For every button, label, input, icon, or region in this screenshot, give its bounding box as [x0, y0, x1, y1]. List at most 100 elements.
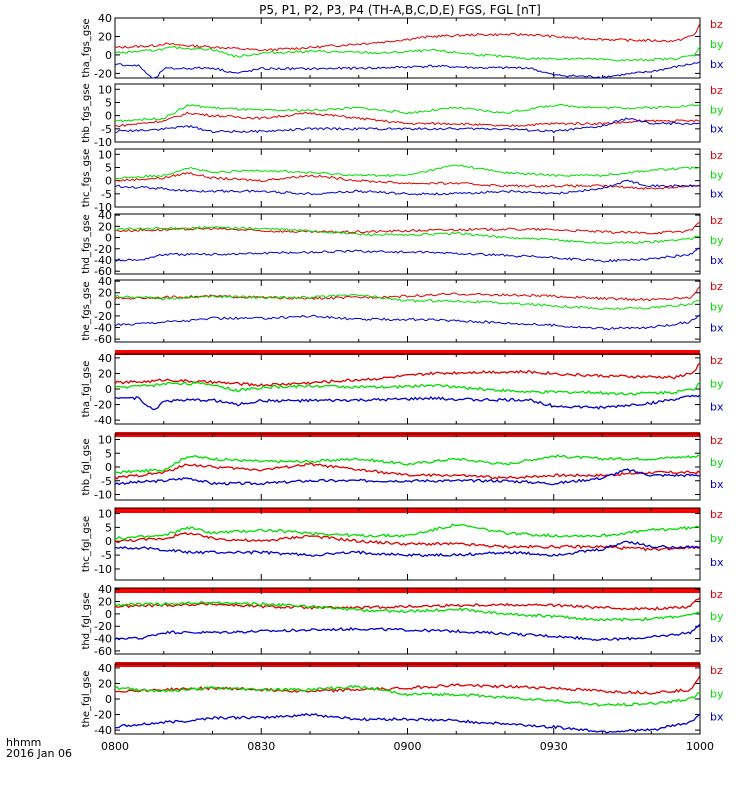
series-by-line: [114, 684, 701, 707]
legend-bz: bz: [710, 84, 723, 97]
series-by-line: [114, 45, 701, 62]
series-bx-line: [114, 314, 701, 331]
y-tick-label: 5: [105, 161, 112, 174]
y-tick-label: 10: [98, 508, 112, 521]
y-tick-label: 20: [98, 677, 112, 690]
y-axis-label: thd_fgl_gse: [81, 593, 92, 650]
legend-bx: bx: [710, 123, 724, 136]
y-axis-label: thd_fgs_gse: [81, 214, 92, 273]
y-tick-label: 0: [105, 535, 112, 548]
series-bx-line: [115, 247, 701, 263]
y-tick-label: 5: [105, 447, 112, 460]
y-tick-label: 0: [105, 298, 112, 311]
series-bz-line: [114, 23, 701, 52]
legend-bz: bz: [710, 588, 723, 601]
series-bz-line: [114, 111, 701, 128]
y-tick-label: 40: [98, 275, 112, 288]
legend-bx: bx: [710, 58, 724, 71]
legend-bx: bx: [710, 188, 724, 201]
y-tick-label: 5: [105, 96, 112, 109]
y-axis-label: the_fgs_gse: [81, 281, 92, 340]
series-bz-line: [114, 286, 701, 302]
y-tick-label: 0: [105, 175, 112, 188]
y-tick-label: 0: [105, 608, 112, 621]
series-bx-line: [114, 179, 701, 196]
legend-bz: bz: [710, 664, 723, 677]
legend-bz: bz: [710, 18, 723, 31]
y-tick-label: 0: [105, 110, 112, 123]
y-axis-label: thc_fgl_gse: [81, 516, 92, 572]
x-axis-label: hhmm: [6, 736, 41, 749]
legend-bx: bx: [710, 556, 724, 569]
y-tick-label: -10: [94, 136, 112, 149]
legend-bx: bx: [710, 321, 724, 334]
y-tick-label: -40: [94, 414, 112, 427]
panel-frame: [114, 83, 701, 143]
legend-bx: bx: [710, 478, 724, 491]
legend-by: by: [710, 377, 724, 390]
y-tick-label: -20: [94, 310, 112, 323]
series-bz-line: [114, 462, 701, 480]
y-tick-label: -60: [94, 333, 112, 346]
y-tick-label: -20: [94, 243, 112, 256]
legend-by: by: [710, 38, 724, 51]
legend-bz: bz: [710, 434, 723, 447]
series-bx-line: [114, 468, 701, 486]
y-axis-label: the_fgl_gse: [81, 671, 92, 728]
legend-by: by: [710, 456, 724, 469]
panel-frame: [114, 663, 701, 735]
y-tick-label: -40: [94, 724, 112, 737]
y-tick-label: 0: [105, 461, 112, 474]
y-tick-label: -60: [94, 645, 112, 658]
x-tick-label: 0830: [247, 740, 275, 753]
y-tick-label: 10: [98, 148, 112, 161]
series-bz-line: [114, 362, 701, 387]
y-axis-label: thb_fgs_gse: [81, 83, 92, 142]
y-axis-label: thc_fgs_gse: [81, 149, 92, 208]
y-tick-label: -10: [94, 201, 112, 214]
y-tick-label: 40: [98, 583, 112, 596]
y-tick-label: 40: [98, 209, 112, 222]
legend-bx: bx: [710, 711, 724, 724]
legend-by: by: [710, 234, 724, 247]
series-bx-line: [114, 117, 700, 134]
y-axis-label: tha_fgl_gse: [81, 361, 92, 418]
y-tick-label: 20: [98, 30, 112, 43]
y-tick-label: -5: [101, 475, 112, 488]
y-tick-label: 0: [105, 693, 112, 706]
y-tick-label: 10: [98, 434, 112, 447]
y-tick-label: 0: [105, 49, 112, 62]
x-tick-label: 0900: [394, 740, 422, 753]
legend-bx: bx: [710, 401, 724, 414]
y-tick-label: -20: [94, 709, 112, 722]
series-bz-line: [114, 531, 701, 552]
y-tick-label: 0: [105, 232, 112, 245]
y-tick-label: -10: [94, 563, 112, 576]
legend-by: by: [710, 532, 724, 545]
y-tick-label: 20: [98, 220, 112, 233]
series-by-line: [114, 523, 701, 540]
series-bx-line: [114, 61, 701, 79]
x-tick-label: 1000: [686, 740, 714, 753]
x-tick-label: 0800: [101, 740, 129, 753]
series-bx-line: [114, 712, 701, 734]
plot-title: P5, P1, P2, P3, P4 (TH-A,B,C,D,E) FGS, F…: [259, 3, 541, 17]
series-by-line: [115, 164, 701, 180]
y-tick-label: -5: [101, 188, 112, 201]
x-axis-date: 2016 Jan 06: [6, 747, 72, 760]
y-tick-label: -40: [94, 254, 112, 267]
legend-by: by: [710, 687, 724, 700]
series-bx-line: [114, 394, 701, 411]
series-bz-line: [114, 597, 701, 611]
panel-frame: [114, 587, 701, 655]
y-tick-label: 5: [105, 521, 112, 534]
